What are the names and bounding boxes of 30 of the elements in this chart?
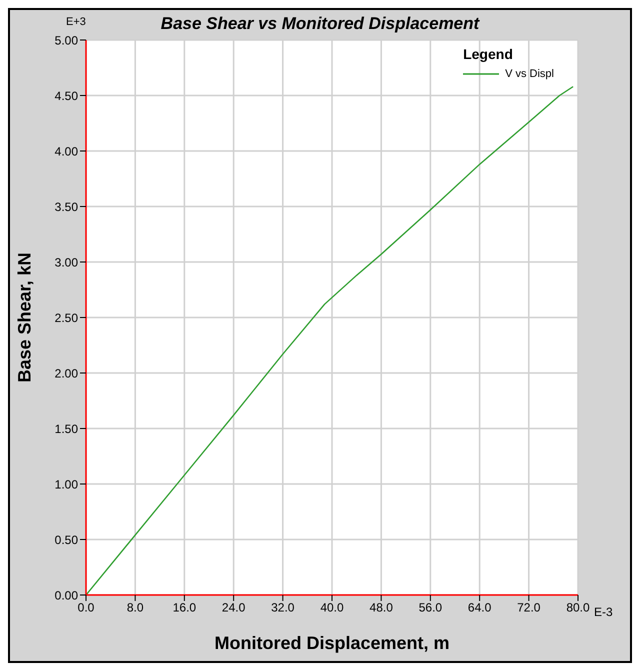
y-tick-label: 4.50	[54, 88, 78, 103]
x-tick-label: 0.0	[78, 600, 95, 615]
y-tick-label: 0.00	[54, 588, 78, 602]
chart-title: Base Shear vs Monitored Displacement	[160, 14, 480, 33]
x-tick-label: 40.0	[320, 600, 344, 615]
text: E-3	[594, 605, 613, 619]
text: E+3	[66, 16, 86, 28]
y-tick-label: 1.50	[54, 422, 78, 436]
x-tick-label: 56.0	[418, 600, 442, 615]
y-tick-label: 1.00	[54, 477, 78, 492]
y-tick-label: 2.50	[54, 310, 78, 325]
x-tick-label: 32.0	[271, 600, 295, 615]
x-axis-title: Monitored Displacement, m	[214, 633, 450, 653]
x-tick-label: 64.0	[468, 600, 492, 615]
line-series	[86, 86, 574, 595]
y-tick-label: 4.00	[54, 144, 78, 158]
legend-title: Legend	[463, 46, 514, 62]
x-tick-label: 16.0	[172, 600, 196, 615]
x-tick-label: 24.0	[222, 600, 246, 615]
y-tick-label: 5.00	[54, 33, 78, 48]
legend-label: V vs Displ	[505, 68, 554, 80]
y-tick-label: 0.50	[54, 532, 78, 547]
y-axis-title: Base Shear, kN	[14, 252, 34, 383]
y-tick-label: 2.00	[54, 366, 78, 380]
y-tick-label: 3.00	[54, 255, 78, 270]
x-tick-label: 80.0	[566, 600, 590, 615]
x-tick-label: 72.0	[517, 600, 541, 615]
y-tick-label: 3.50	[54, 200, 78, 214]
x-tick-label: 48.0	[370, 600, 394, 615]
x-tick-label: 8.0	[126, 600, 144, 615]
